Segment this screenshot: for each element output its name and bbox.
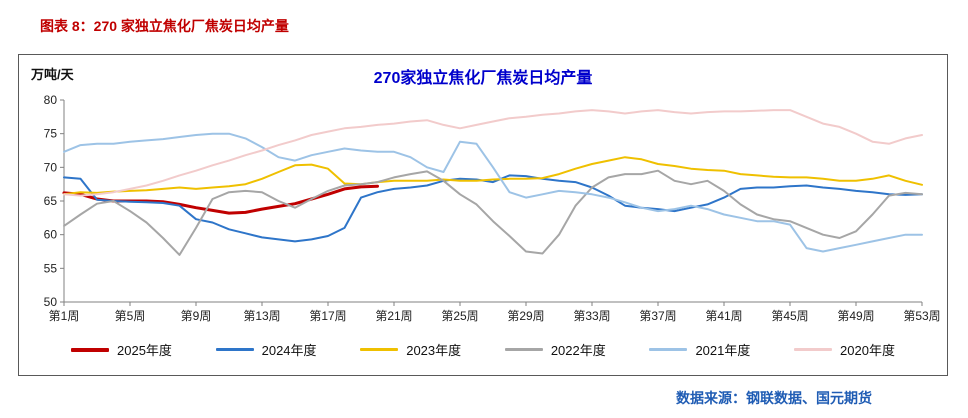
- x-tick-label: 第1周: [49, 309, 80, 323]
- legend-item-2023年度: 2023年度: [360, 340, 461, 359]
- x-tick-label: 第41周: [705, 309, 742, 323]
- legend-swatch: [215, 348, 254, 351]
- series-line-2020年度: [63, 109, 923, 197]
- figure-caption: 图表 8：270 家独立焦化厂焦炭日均产量: [40, 18, 289, 34]
- legend-swatch: [504, 348, 543, 351]
- x-tick-label: 第37周: [639, 309, 676, 323]
- series-line-2024年度: [63, 174, 923, 243]
- x-tick-label: 第33周: [573, 309, 610, 323]
- legend-label: 2025年度: [117, 343, 172, 358]
- legend-item-2020年度: 2020年度: [794, 340, 895, 359]
- legend-item-2022年度: 2022年度: [504, 340, 606, 359]
- y-tick-label: 65: [44, 194, 58, 208]
- x-tick-label: 第13周: [243, 309, 280, 323]
- line-chart-plot: 50 55 60 65 70 75 80 第1周 第5周 第9周 第13周 第17周 第21周 第25周 第…: [44, 93, 941, 323]
- y-tick-label: 60: [44, 228, 58, 242]
- y-tick-label: 50: [44, 295, 58, 309]
- legend-label: 2022年度: [550, 343, 606, 358]
- legend-item-2024年度: 2024年度: [215, 340, 317, 359]
- legend-swatch: [71, 347, 109, 352]
- x-tick-label: 第17周: [309, 309, 346, 323]
- x-tick-label: 第45周: [771, 309, 808, 323]
- x-tick-label: 第5周: [115, 309, 146, 323]
- x-tick-label: 第49周: [837, 309, 874, 323]
- x-tick-label: 第53周: [903, 309, 940, 323]
- y-tick-label: 55: [44, 261, 58, 275]
- y-tick-label: 75: [44, 127, 58, 141]
- legend-label: 2023年度: [406, 343, 462, 358]
- x-tick-label: 第25周: [441, 309, 478, 323]
- chart-title: 270家独立焦化厂焦炭日均产量: [373, 70, 593, 87]
- legend-swatch: [794, 348, 833, 351]
- legend-swatch: [649, 348, 688, 351]
- x-tick-label: 第9周: [181, 309, 212, 323]
- chart-container: 万吨/天 270家独立焦化厂焦炭日均产量 50 55 60 65 70 75 80 第1周 第5…: [18, 54, 948, 376]
- series-line-2023年度: [63, 156, 923, 196]
- y-tick-label: 80: [44, 93, 58, 107]
- legend-label: 2024年度: [261, 343, 317, 358]
- legend-item-2025年度: 2025年度: [71, 340, 172, 359]
- series-line-2022年度: [63, 169, 923, 256]
- x-tick-label: 第29周: [507, 309, 544, 323]
- y-axis-unit-label: 万吨/天: [31, 67, 74, 82]
- legend-label: 2020年度: [840, 343, 895, 358]
- legend-label: 2021年度: [695, 343, 751, 358]
- chart-legend: 2025年度 2024年度 2023年度 2022年度 2021年度 2020年度: [19, 340, 947, 359]
- legend-item-2021年度: 2021年度: [649, 340, 750, 359]
- series-line-2021年度: [63, 132, 923, 253]
- y-tick-label: 70: [44, 160, 58, 174]
- data-source-text: 数据来源：钢联数据、国元期货: [676, 390, 872, 406]
- x-tick-label: 第21周: [375, 309, 412, 323]
- legend-swatch: [360, 348, 399, 351]
